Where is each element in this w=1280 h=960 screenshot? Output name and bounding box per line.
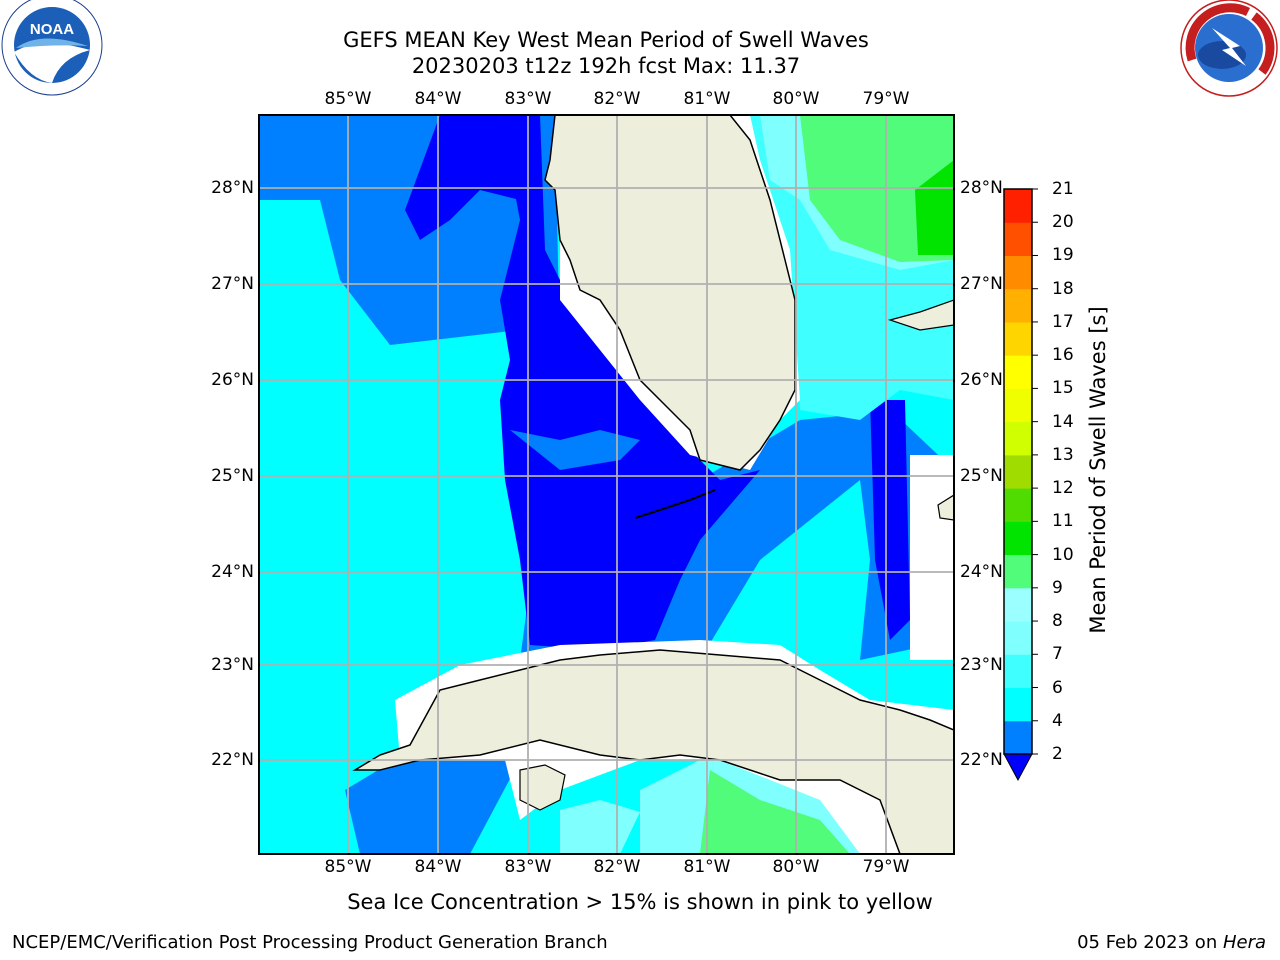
colorbar-segment <box>1004 488 1032 522</box>
colorbar-extend-arrow <box>1003 753 1033 782</box>
colorbar-label: 9 <box>1052 577 1063 598</box>
colorbar-label: 10 <box>1052 544 1074 565</box>
colorbar-label: 4 <box>1052 710 1063 731</box>
colorbar-segment <box>1004 189 1032 223</box>
noaa-logo: NOAA <box>1 0 103 96</box>
lon-tick-bot: 82°W <box>593 857 641 877</box>
colorbar <box>1003 188 1038 782</box>
colorbar-label: 11 <box>1052 511 1074 532</box>
colorbar-label: 7 <box>1052 644 1063 665</box>
lat-tick-left: 22°N <box>211 750 254 770</box>
lat-tick-right: 23°N <box>960 655 1003 675</box>
nws-logo <box>1180 0 1278 97</box>
lon-tick-bot: 85°W <box>324 857 372 877</box>
colorbar-segment <box>1004 621 1032 655</box>
lon-tick-top: 82°W <box>593 89 641 109</box>
colorbar-segment <box>1004 421 1032 456</box>
lat-tick-left: 27°N <box>211 274 254 294</box>
lon-tick-bot: 81°W <box>683 857 731 877</box>
lon-tick-top: 80°W <box>772 89 820 109</box>
colorbar-segment <box>1004 687 1032 722</box>
colorbar-label: 16 <box>1052 345 1074 366</box>
lat-tick-right: 24°N <box>960 562 1003 582</box>
lon-tick-top: 85°W <box>324 89 372 109</box>
date-text: 05 Feb 2023 on Hera <box>1077 932 1266 953</box>
lon-tick-bot: 84°W <box>414 857 462 877</box>
lat-tick-left: 28°N <box>211 178 254 198</box>
lat-tick-left: 25°N <box>211 466 254 486</box>
colorbar-label: 6 <box>1052 677 1063 698</box>
credit-text: NCEP/EMC/Verification Post Processing Pr… <box>12 932 608 953</box>
lon-tick-bot: 80°W <box>772 857 820 877</box>
colorbar-segment <box>1004 388 1032 423</box>
colorbar-segment <box>1004 454 1032 489</box>
lon-tick-top: 84°W <box>414 89 462 109</box>
colorbar-segment <box>1004 321 1032 356</box>
lon-tick-top: 81°W <box>683 89 731 109</box>
lat-tick-right: 27°N <box>960 274 1003 294</box>
colorbar-segment <box>1004 288 1032 323</box>
colorbar-label: 2 <box>1052 744 1063 764</box>
colorbar-label: 12 <box>1052 478 1074 499</box>
lon-tick-bot: 83°W <box>504 857 552 877</box>
colorbar-segment <box>1004 554 1032 589</box>
colorbar-segment <box>1004 720 1032 755</box>
host-label: Hera <box>1222 932 1266 953</box>
colorbar-label: 20 <box>1052 212 1074 233</box>
map-plot-area <box>259 115 954 854</box>
colorbar-label: 21 <box>1052 179 1074 199</box>
chart-title: GEFS MEAN Key West Mean Period of Swell … <box>343 28 869 52</box>
lat-tick-left: 24°N <box>211 562 254 582</box>
colorbar-segment <box>1004 255 1032 290</box>
colorbar-label: 17 <box>1052 311 1074 332</box>
lon-tick-top: 83°W <box>504 89 552 109</box>
lat-tick-right: 26°N <box>960 370 1003 390</box>
colorbar-segment <box>1004 654 1032 689</box>
colorbar-label: 15 <box>1052 378 1074 399</box>
lat-tick-left: 23°N <box>211 655 254 675</box>
lat-tick-right: 22°N <box>960 750 1003 770</box>
chart-subtitle: 20230203 t12z 192h fcst Max: 11.37 <box>411 54 801 78</box>
colorbar-label: 19 <box>1052 245 1074 266</box>
colorbar-segment <box>1004 587 1032 622</box>
lat-tick-left: 26°N <box>211 370 254 390</box>
lon-tick-top: 79°W <box>862 89 910 109</box>
lat-tick-right: 25°N <box>960 466 1003 486</box>
colorbar-frame <box>1003 188 1033 755</box>
colorbar-segment <box>1004 521 1032 556</box>
colorbar-title: Mean Period of Swell Waves [s] <box>1086 306 1110 634</box>
cuba-land <box>352 649 954 854</box>
map-frame <box>258 114 955 855</box>
colorbar-label: 13 <box>1052 444 1074 465</box>
date-label: 05 Feb 2023 on <box>1077 932 1223 953</box>
colorbar-label: 8 <box>1052 611 1063 632</box>
lat-tick-right: 28°N <box>960 178 1003 198</box>
colorbar-label: 14 <box>1052 411 1074 432</box>
isla-juventud <box>519 764 566 811</box>
lon-tick-bot: 79°W <box>862 857 910 877</box>
sea-ice-note: Sea Ice Concentration > 15% is shown in … <box>347 890 933 914</box>
svg-text:NOAA: NOAA <box>30 21 74 38</box>
colorbar-label: 18 <box>1052 278 1074 299</box>
colorbar-segment <box>1004 355 1032 389</box>
colorbar-segment <box>1004 222 1032 256</box>
florida-land <box>544 115 796 471</box>
